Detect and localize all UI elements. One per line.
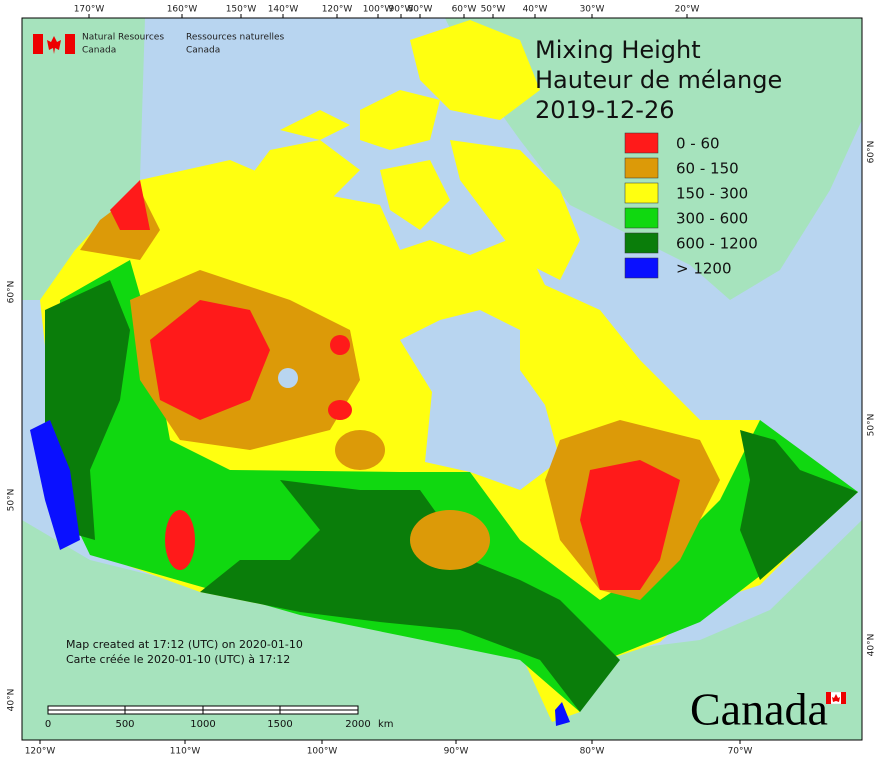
flag-bar	[33, 34, 43, 54]
legend-swatch	[624, 182, 659, 204]
credit-text: Canada	[82, 46, 116, 56]
credit-text: Natural Resources	[82, 33, 164, 43]
legend-label: 60 - 150	[676, 160, 739, 178]
scale-label: 2000	[345, 719, 370, 730]
title: Hauteur de mélange	[535, 66, 782, 94]
scale-segment	[202, 705, 281, 711]
longitude-label: 120°W	[322, 5, 353, 15]
latitude-label: 60°N	[7, 281, 17, 304]
longitude-label: 80°W	[408, 5, 433, 15]
scale-label: 1500	[267, 719, 292, 730]
longitude-label: 60°W	[452, 5, 477, 15]
flag-bar	[841, 692, 846, 704]
flag-bar	[65, 34, 75, 54]
legend-swatch	[624, 132, 659, 154]
longitude-label: 100°W	[307, 747, 338, 757]
maple-leaf	[47, 36, 61, 54]
nrcan-logo: Natural Resources Canada Ressources natu…	[33, 33, 285, 56]
canada-wordmark: Canada	[690, 684, 847, 735]
longitude-label: 170°W	[74, 5, 105, 15]
scale-label: 0	[45, 719, 51, 730]
longitude-label: 140°W	[268, 5, 299, 15]
longitude-label: 70°W	[728, 747, 753, 757]
longitude-label: 100°W	[363, 5, 394, 15]
legend-swatch	[624, 257, 659, 279]
legend-label: > 1200	[676, 260, 732, 278]
map-body	[21, 17, 863, 741]
scale-segment	[124, 709, 204, 715]
legend-label: 150 - 300	[676, 185, 748, 203]
latitude-label: 40°N	[7, 689, 17, 712]
arctic-islands	[240, 20, 660, 440]
maple-leaf	[832, 694, 840, 702]
scale-label: 1000	[190, 719, 215, 730]
latitude-label: 50°N	[7, 489, 17, 512]
title: Mixing Height	[535, 36, 701, 64]
wordmark: Canada	[690, 684, 828, 735]
longitude-label: 90°W	[444, 747, 469, 757]
longitude-label: 90°W	[389, 5, 414, 15]
longitude-label: 20°W	[675, 5, 700, 15]
red-zones	[110, 180, 680, 590]
longitude-label: 150°W	[226, 5, 257, 15]
scale-segment	[47, 705, 126, 711]
lake	[278, 368, 298, 388]
legend-label: 300 - 600	[676, 210, 748, 228]
alaska	[22, 18, 145, 300]
latitude-label: 50°N	[867, 414, 877, 437]
legend-label: 0 - 60	[676, 135, 720, 153]
credit-text: Ressources naturelles	[186, 33, 285, 43]
scale-bar: 0 500 1000 1500 2000 km	[45, 705, 394, 730]
note: Map created at 17:12 (UTC) on 2020-01-10	[66, 638, 303, 651]
scale-unit: km	[378, 719, 394, 730]
note: Carte créée le 2020-01-10 (UTC) à 17:12	[66, 653, 290, 666]
latitude-label: 40°N	[867, 634, 877, 657]
longitude-label: 50°W	[481, 5, 506, 15]
longitude-label: 80°W	[580, 747, 605, 757]
longitude-label: 120°W	[25, 747, 56, 757]
date: 2019-12-26	[535, 96, 674, 124]
flag-bar	[826, 692, 831, 704]
longitude-label: 40°W	[523, 5, 548, 15]
longitude-label: 110°W	[170, 747, 201, 757]
latitude-label: 60°N	[867, 141, 877, 164]
legend-swatch	[624, 157, 659, 179]
map-frame	[21, 17, 863, 741]
legend-swatch	[624, 207, 659, 229]
scale-label: 500	[115, 719, 134, 730]
credit-text: Canada	[186, 46, 220, 56]
blue-zones	[30, 420, 570, 726]
scale-segment	[279, 709, 359, 715]
legend-swatch	[624, 232, 659, 254]
legend-label: 600 - 1200	[676, 235, 758, 253]
longitude-label: 30°W	[580, 5, 605, 15]
hudson-bay	[400, 310, 560, 490]
longitude-label: 160°W	[167, 5, 198, 15]
legend: 0 - 60 60 - 150 150 - 300 300 - 600 600 - 12…	[624, 132, 758, 279]
